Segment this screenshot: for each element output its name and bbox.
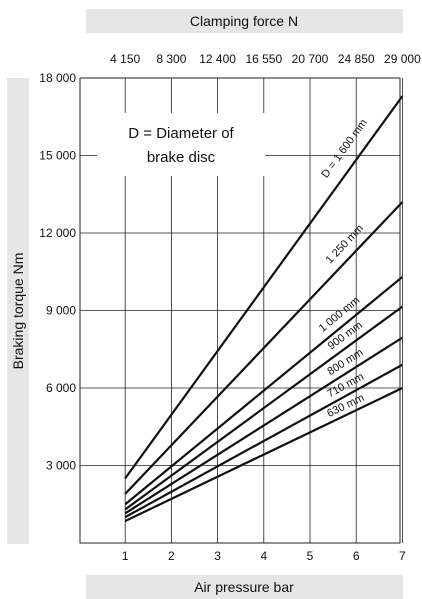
annotation-line-2: brake disc <box>147 149 216 166</box>
top-tick-label: 29 000 <box>384 52 421 66</box>
series-line <box>124 387 403 523</box>
annotation-line-1: D = Diameter of <box>128 125 234 142</box>
series-line <box>124 201 404 495</box>
top-tick-label: 12 400 <box>199 52 236 66</box>
annotation-box <box>97 113 265 176</box>
y-tick-label: 9 000 <box>46 304 76 318</box>
y-axis-label: Braking torque Nm <box>10 253 26 370</box>
series-line <box>124 363 403 519</box>
top-tick-label: 8 300 <box>156 52 186 66</box>
top-tick-label: 16 550 <box>245 52 282 66</box>
x-tick-label: 1 <box>122 549 129 563</box>
plot-frame <box>79 77 401 544</box>
series-line <box>124 95 404 480</box>
x-tick-label: 2 <box>168 549 175 563</box>
x-tick-label: 4 <box>260 549 267 563</box>
x-tick-label: 3 <box>214 549 221 563</box>
y-tick-label: 18 000 <box>39 71 76 85</box>
series-line <box>124 276 404 506</box>
series-line <box>124 305 404 511</box>
bottom-title-band <box>86 575 403 599</box>
series-line <box>124 336 403 515</box>
y-tick-label: 6 000 <box>46 381 76 395</box>
y-tick-label: 15 000 <box>39 149 76 163</box>
x-tick-label: 6 <box>353 549 360 563</box>
left-title-band <box>7 78 29 544</box>
top-tick-label: 20 700 <box>292 52 329 66</box>
x-tick-label: 7 <box>399 549 406 563</box>
x-axis-label: Air pressure bar <box>194 579 294 595</box>
chart-title: Clamping force N <box>190 13 298 29</box>
x-tick-label: 5 <box>307 549 314 563</box>
top-tick-label: 24 850 <box>338 52 375 66</box>
y-tick-label: 12 000 <box>39 226 76 240</box>
top-title-band <box>86 9 403 33</box>
y-tick-label: 3 000 <box>46 459 76 473</box>
series-label: 1 250 mm <box>324 222 366 266</box>
series-label: D = 1 600 mm <box>319 117 369 180</box>
plot-area: 1 2 3 4 5 6 7 3 000 6 000 9 000 12 000 15 000 18 000… <box>39 52 421 563</box>
top-tick-label: 4 150 <box>110 52 140 66</box>
